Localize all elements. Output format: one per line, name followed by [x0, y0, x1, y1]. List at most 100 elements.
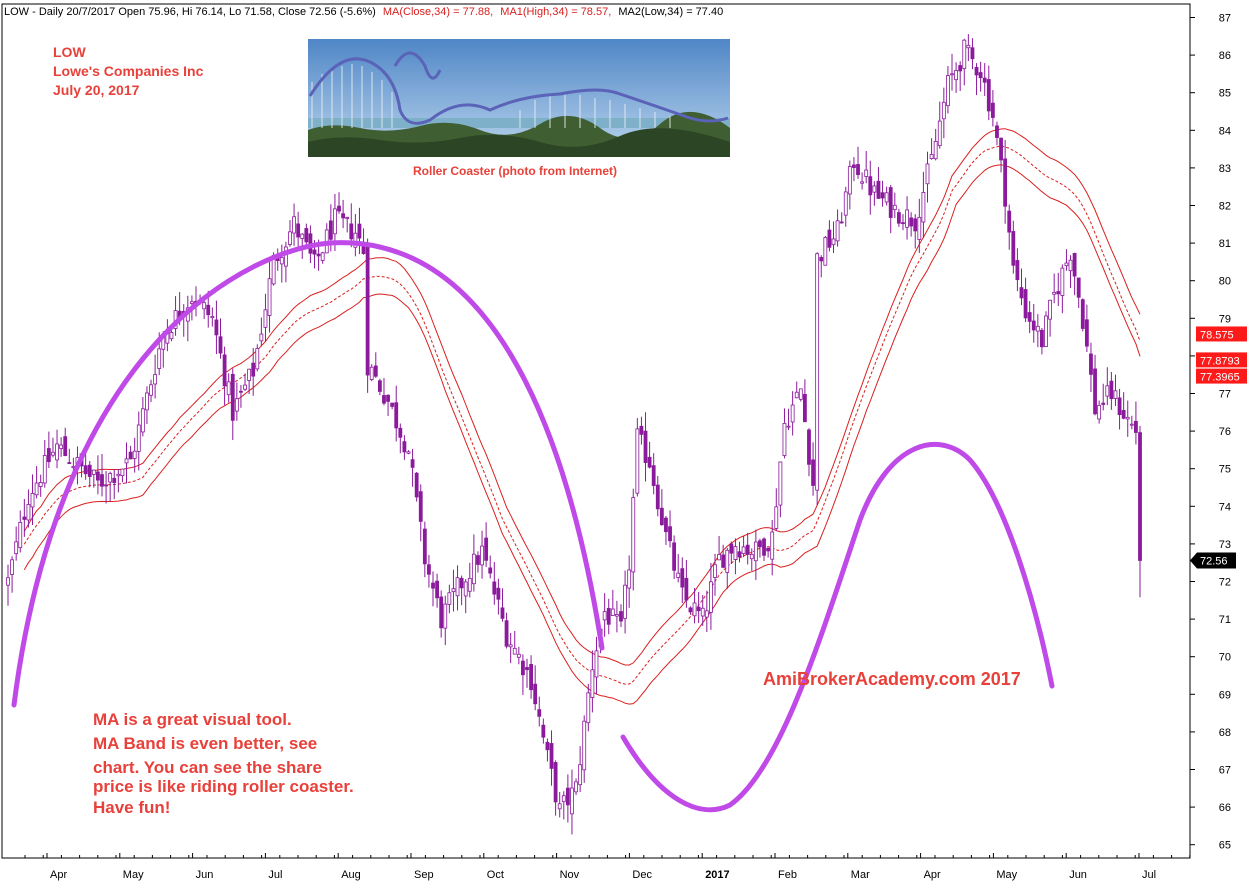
candles — [6, 34, 1142, 835]
candle — [279, 244, 284, 283]
candle — [1007, 204, 1012, 250]
header-ma-close: MA(Close,34) = 77.88, — [383, 6, 493, 18]
candle — [1027, 301, 1032, 334]
candle — [941, 87, 946, 139]
candle — [901, 214, 905, 231]
candle — [1080, 298, 1085, 332]
candle — [835, 209, 840, 247]
candle — [880, 180, 885, 207]
candle — [504, 612, 509, 649]
y-tick-label: 72 — [1219, 577, 1231, 589]
candle — [443, 595, 448, 646]
y-tick-label: 65 — [1219, 840, 1231, 852]
candle — [447, 584, 452, 614]
candle — [124, 442, 129, 484]
candle — [18, 510, 23, 553]
candle — [214, 300, 219, 355]
candle — [905, 196, 909, 240]
candle — [1056, 272, 1061, 307]
ma-close-tag: 77.8793 — [1196, 352, 1247, 368]
candle — [974, 63, 979, 96]
candle — [888, 185, 893, 234]
candle — [439, 590, 444, 638]
candle — [619, 604, 623, 628]
candle — [896, 208, 901, 227]
candle — [42, 439, 47, 488]
candle — [839, 212, 844, 224]
candle — [549, 730, 554, 786]
candle — [990, 90, 995, 127]
candle — [913, 214, 918, 249]
candle — [288, 220, 292, 247]
candle — [140, 397, 145, 437]
candle — [586, 683, 591, 732]
candle — [610, 589, 615, 616]
ma-low-line — [23, 164, 1141, 705]
candle — [733, 538, 738, 575]
note-line-2: MA Band is even better, see — [93, 734, 317, 753]
candle — [647, 441, 652, 469]
candle — [484, 522, 489, 567]
candle — [349, 203, 354, 248]
x-tick-label: 2017 — [705, 869, 729, 881]
candle — [541, 718, 546, 744]
candle — [337, 192, 341, 214]
ma-band — [23, 128, 1141, 705]
candle — [1134, 401, 1138, 445]
note-line-4: price is like riding roller coaster. — [93, 777, 354, 796]
candle — [627, 555, 632, 608]
header-ma-high: MA1(High,34) = 78.57, — [500, 6, 611, 18]
last-price-tag: 72.56 — [1190, 552, 1236, 569]
candle — [410, 448, 415, 487]
candle — [422, 521, 427, 578]
y-tick-label: 82 — [1219, 201, 1231, 213]
candle — [696, 591, 701, 623]
candle — [802, 379, 807, 423]
candle — [202, 300, 207, 320]
candle — [978, 61, 983, 92]
candle — [999, 137, 1003, 173]
candle — [709, 562, 713, 630]
candle — [1068, 255, 1073, 288]
roller-coaster-arcs — [11, 240, 1055, 813]
candle — [431, 571, 435, 607]
candle — [145, 386, 149, 425]
candle — [852, 157, 856, 182]
candle — [104, 471, 108, 504]
candle — [210, 307, 215, 327]
x-tick-label: Jun — [196, 869, 214, 881]
candle — [745, 532, 750, 565]
annotation-note: MA is a great visual tool. MA Band is ev… — [93, 710, 354, 817]
candle — [655, 475, 660, 517]
candle — [283, 241, 288, 283]
candle — [704, 590, 709, 632]
x-tick-label: Sep — [414, 869, 434, 881]
candle — [921, 171, 926, 239]
candle — [435, 573, 439, 608]
candle — [639, 416, 644, 445]
candle — [950, 53, 954, 91]
candle — [451, 569, 456, 612]
candle — [59, 437, 64, 457]
watermark-text: AmiBrokerAcademy.com 2017 — [763, 669, 1021, 689]
candle — [132, 437, 137, 473]
candle — [933, 128, 938, 161]
candle — [369, 364, 374, 382]
y-tick-label: 71 — [1219, 614, 1231, 626]
candle — [741, 535, 746, 558]
candle — [234, 382, 239, 421]
candle — [1089, 342, 1093, 393]
candle — [1105, 367, 1110, 406]
candle — [345, 216, 350, 233]
candle — [970, 38, 975, 70]
candle — [406, 450, 411, 455]
candle — [1035, 314, 1040, 348]
candle — [357, 207, 362, 255]
y-axis: 6566676869707172737475767778798081828384… — [1190, 13, 1231, 852]
y-tick-label: 87 — [1219, 13, 1231, 25]
candle — [100, 454, 104, 497]
x-tick-label: Apr — [924, 869, 941, 881]
svg-text:78.575: 78.575 — [1200, 329, 1234, 341]
candle — [876, 167, 881, 199]
candle — [38, 474, 43, 497]
